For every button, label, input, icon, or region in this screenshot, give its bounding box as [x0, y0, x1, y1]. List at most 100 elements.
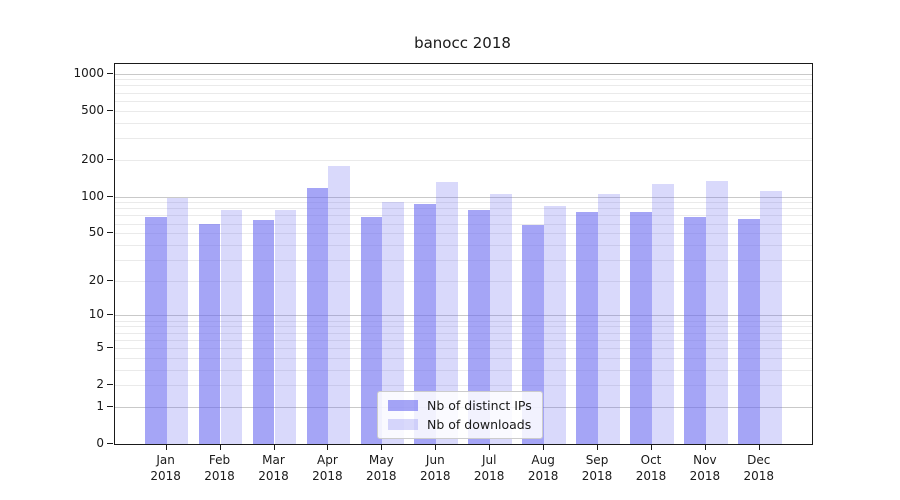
x-tick-mark — [489, 444, 491, 450]
bar-distinct-ips-nov — [684, 216, 706, 444]
gridline-minor — [115, 79, 812, 81]
legend: Nb of distinct IPs Nb of downloads — [377, 391, 543, 439]
bar-distinct-ips-dec — [738, 219, 760, 444]
y-tick-mark — [107, 443, 113, 444]
gridline-minor — [115, 280, 812, 282]
bar-distinct-ips-mar — [252, 220, 275, 444]
gridline-minor — [115, 85, 812, 87]
gridline-minor — [115, 100, 812, 102]
legend-label-distinct-ips: Nb of distinct IPs — [427, 398, 532, 413]
x-tick-mark — [758, 444, 760, 450]
x-tick-label: Aug 2018 — [527, 453, 559, 483]
y-tick-mark — [107, 405, 113, 407]
x-tick-mark — [651, 444, 652, 450]
y-tick-label: 5 — [96, 339, 104, 354]
bar-distinct-ips-jul — [468, 210, 491, 444]
x-tick-label: Jan 2018 — [150, 453, 181, 483]
gridline-minor — [115, 326, 812, 328]
bar-downloads-feb — [220, 210, 243, 444]
bar-downloads-mar — [274, 209, 297, 444]
x-tick-label: Feb 2018 — [204, 453, 235, 483]
legend-label-downloads: Nb of downloads — [427, 417, 532, 432]
x-tick-mark — [597, 444, 598, 450]
legend-entry-distinct-ips: Nb of distinct IPs — [388, 398, 532, 413]
y-tick-label: 20 — [88, 272, 104, 287]
y-tick-label: 200 — [81, 151, 104, 166]
bar-downloads-apr — [328, 165, 351, 444]
x-tick-mark — [327, 444, 329, 450]
y-tick-label: 2 — [96, 377, 104, 392]
legend-swatch-distinct-ips — [388, 400, 418, 411]
x-tick-label: Oct 2018 — [635, 453, 667, 483]
y-tick-mark — [107, 346, 113, 348]
gridline-minor — [115, 385, 812, 387]
gridline-minor — [115, 259, 812, 261]
legend-entry-downloads: Nb of downloads — [388, 417, 532, 432]
gridline-minor — [115, 320, 812, 322]
x-tick-mark — [165, 444, 167, 450]
x-tick-label: Nov 2018 — [689, 453, 721, 483]
x-tick-mark — [219, 444, 221, 450]
x-tick-mark — [704, 444, 706, 450]
gridline-major — [115, 73, 812, 75]
bar-downloads-oct — [652, 184, 674, 444]
gridline-minor — [115, 223, 812, 225]
x-tick-label: Jun 2018 — [420, 453, 451, 483]
gridline-minor — [115, 339, 812, 341]
gridline-minor — [115, 110, 812, 112]
bar-distinct-ips-oct — [630, 211, 652, 444]
x-tick-label: Jul 2018 — [473, 453, 505, 483]
gridline-minor — [115, 347, 812, 349]
x-tick-label: Sep 2018 — [581, 453, 613, 483]
gridline-minor — [115, 159, 812, 161]
x-tick-label: Mar 2018 — [258, 453, 289, 483]
bar-distinct-ips-jan — [144, 216, 167, 444]
y-tick-mark — [107, 279, 113, 281]
y-tick-mark — [107, 158, 113, 160]
gridline-minor — [115, 208, 812, 210]
bar-downloads-dec — [759, 191, 782, 444]
gridline-minor — [115, 137, 812, 139]
x-tick-label: May 2018 — [366, 453, 397, 483]
gridline-minor — [115, 244, 812, 246]
y-tick-label: 100 — [81, 188, 104, 203]
x-tick-mark — [273, 444, 275, 450]
legend-swatch-downloads — [388, 419, 418, 430]
gridline-major — [115, 315, 812, 317]
y-tick-label: 1 — [96, 398, 104, 413]
y-tick-mark — [107, 314, 113, 316]
bar-downloads-aug — [544, 206, 566, 444]
bar-downloads-jan — [166, 197, 189, 444]
gridline-minor — [115, 92, 812, 94]
gridline-minor — [115, 122, 812, 124]
bar-downloads-jul — [490, 193, 512, 444]
y-tick-label: 500 — [81, 102, 104, 117]
y-tick-mark — [107, 109, 113, 111]
gridline-minor — [115, 215, 812, 217]
y-tick-mark — [107, 384, 113, 386]
bar-distinct-ips-may — [360, 216, 383, 444]
bar-downloads-sep — [598, 193, 620, 444]
x-tick-label: Apr 2018 — [312, 453, 343, 483]
plot-area — [114, 63, 813, 445]
bar-distinct-ips-sep — [576, 212, 598, 444]
y-tick-mark — [107, 195, 113, 197]
bar-distinct-ips-aug — [522, 225, 545, 444]
gridline-minor — [115, 357, 812, 359]
bar-distinct-ips-apr — [306, 187, 329, 444]
gridline-minor — [115, 233, 812, 235]
bar-downloads-nov — [705, 180, 728, 444]
gridline-minor — [115, 332, 812, 334]
x-tick-label: Dec 2018 — [743, 453, 775, 483]
x-tick-mark — [543, 444, 545, 450]
chart-title: banocc 2018 — [414, 34, 511, 52]
y-tick-label: 50 — [88, 225, 104, 240]
gridline-major — [115, 196, 812, 198]
y-tick-label: 1000 — [73, 65, 104, 80]
x-tick-mark — [435, 444, 437, 450]
y-tick-label: 10 — [88, 307, 104, 322]
y-tick-label: 0 — [96, 436, 104, 450]
bar-downloads-jun — [436, 182, 459, 444]
gridline-minor — [115, 369, 812, 371]
